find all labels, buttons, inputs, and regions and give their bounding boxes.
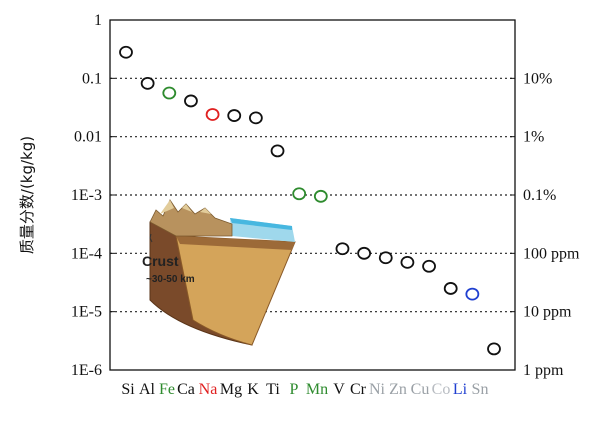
data-point-cr: [357, 246, 372, 260]
data-point-zn: [400, 255, 415, 269]
data-point-li: [465, 287, 480, 301]
data-point-mg: [227, 109, 242, 122]
y-axis-left: 1 0.1 0.01 1E-3 1E-4 1E-5 1E-6: [71, 12, 115, 379]
category-label-co: Co: [432, 381, 451, 398]
data-point-si: [119, 45, 133, 59]
y-tick-label: 0.1: [82, 70, 102, 87]
category-label-ca: Ca: [177, 381, 195, 398]
category-label-mg: Mg: [220, 381, 242, 398]
y-right-tick-label: 0.1%: [523, 187, 556, 204]
y-tick-label: 1E-3: [71, 187, 102, 204]
y-tick-label: 1E-6: [71, 362, 102, 379]
inset-title: Crust: [142, 253, 179, 269]
data-point-ti: [270, 144, 285, 158]
category-label-p: P: [290, 381, 299, 398]
y-right-tick-label: 100 ppm: [523, 245, 580, 262]
category-label-k: K: [247, 381, 259, 398]
category-label-li: Li: [453, 381, 468, 398]
category-label-si: Si: [121, 381, 135, 398]
category-label-cr: Cr: [350, 381, 367, 398]
data-point-ca: [184, 94, 198, 108]
category-label-sn: Sn: [472, 381, 489, 398]
y-tick-label: 1E-5: [71, 304, 102, 321]
category-label-v: V: [333, 381, 345, 398]
y-right-tick-label: 10%: [523, 70, 552, 87]
category-label-ti: Ti: [266, 381, 280, 398]
category-label-ni: Ni: [369, 381, 386, 398]
y-right-tick-label: 1 ppm: [523, 362, 564, 379]
category-label-na: Na: [199, 381, 218, 398]
category-label-al: Al: [139, 381, 156, 398]
data-point-al: [140, 76, 155, 90]
y-tick-label: 0.01: [74, 129, 102, 146]
data-point-p: [292, 187, 307, 201]
y-right-tick-label: 10 ppm: [523, 304, 572, 321]
data-point-sn: [487, 342, 501, 356]
data-point-mn: [313, 189, 328, 203]
y-tick-label: 1E-4: [71, 245, 102, 262]
y-right-tick-label: 1%: [523, 129, 544, 146]
y-axis-label: 质量分数/(kg/kg): [18, 136, 36, 254]
data-point-co: [443, 282, 458, 295]
category-label-zn: Zn: [389, 381, 407, 398]
data-point-fe: [162, 86, 177, 100]
inset-subtitle: ~30-50 km: [146, 274, 195, 285]
data-point-na: [205, 108, 220, 121]
category-label-fe: Fe: [159, 381, 175, 398]
y-tick-label: 1: [94, 12, 102, 29]
x-axis-categories: Si Al Fe Ca Na Mg K Ti P Mn V Cr Ni Zn Cu Co Li Sn: [121, 381, 488, 398]
data-point-ni: [378, 251, 393, 265]
category-label-cu: Cu: [411, 381, 430, 398]
y-axis-right: 10% 1% 0.1% 100 ppm 10 ppm 1 ppm: [510, 70, 580, 379]
data-point-v: [335, 242, 350, 256]
category-label-mn: Mn: [306, 381, 328, 398]
data-point-k: [248, 111, 263, 125]
crust-inset-illustration: Crust ~30-50 km: [142, 199, 296, 346]
data-points: [119, 45, 501, 356]
data-point-cu: [422, 259, 436, 273]
